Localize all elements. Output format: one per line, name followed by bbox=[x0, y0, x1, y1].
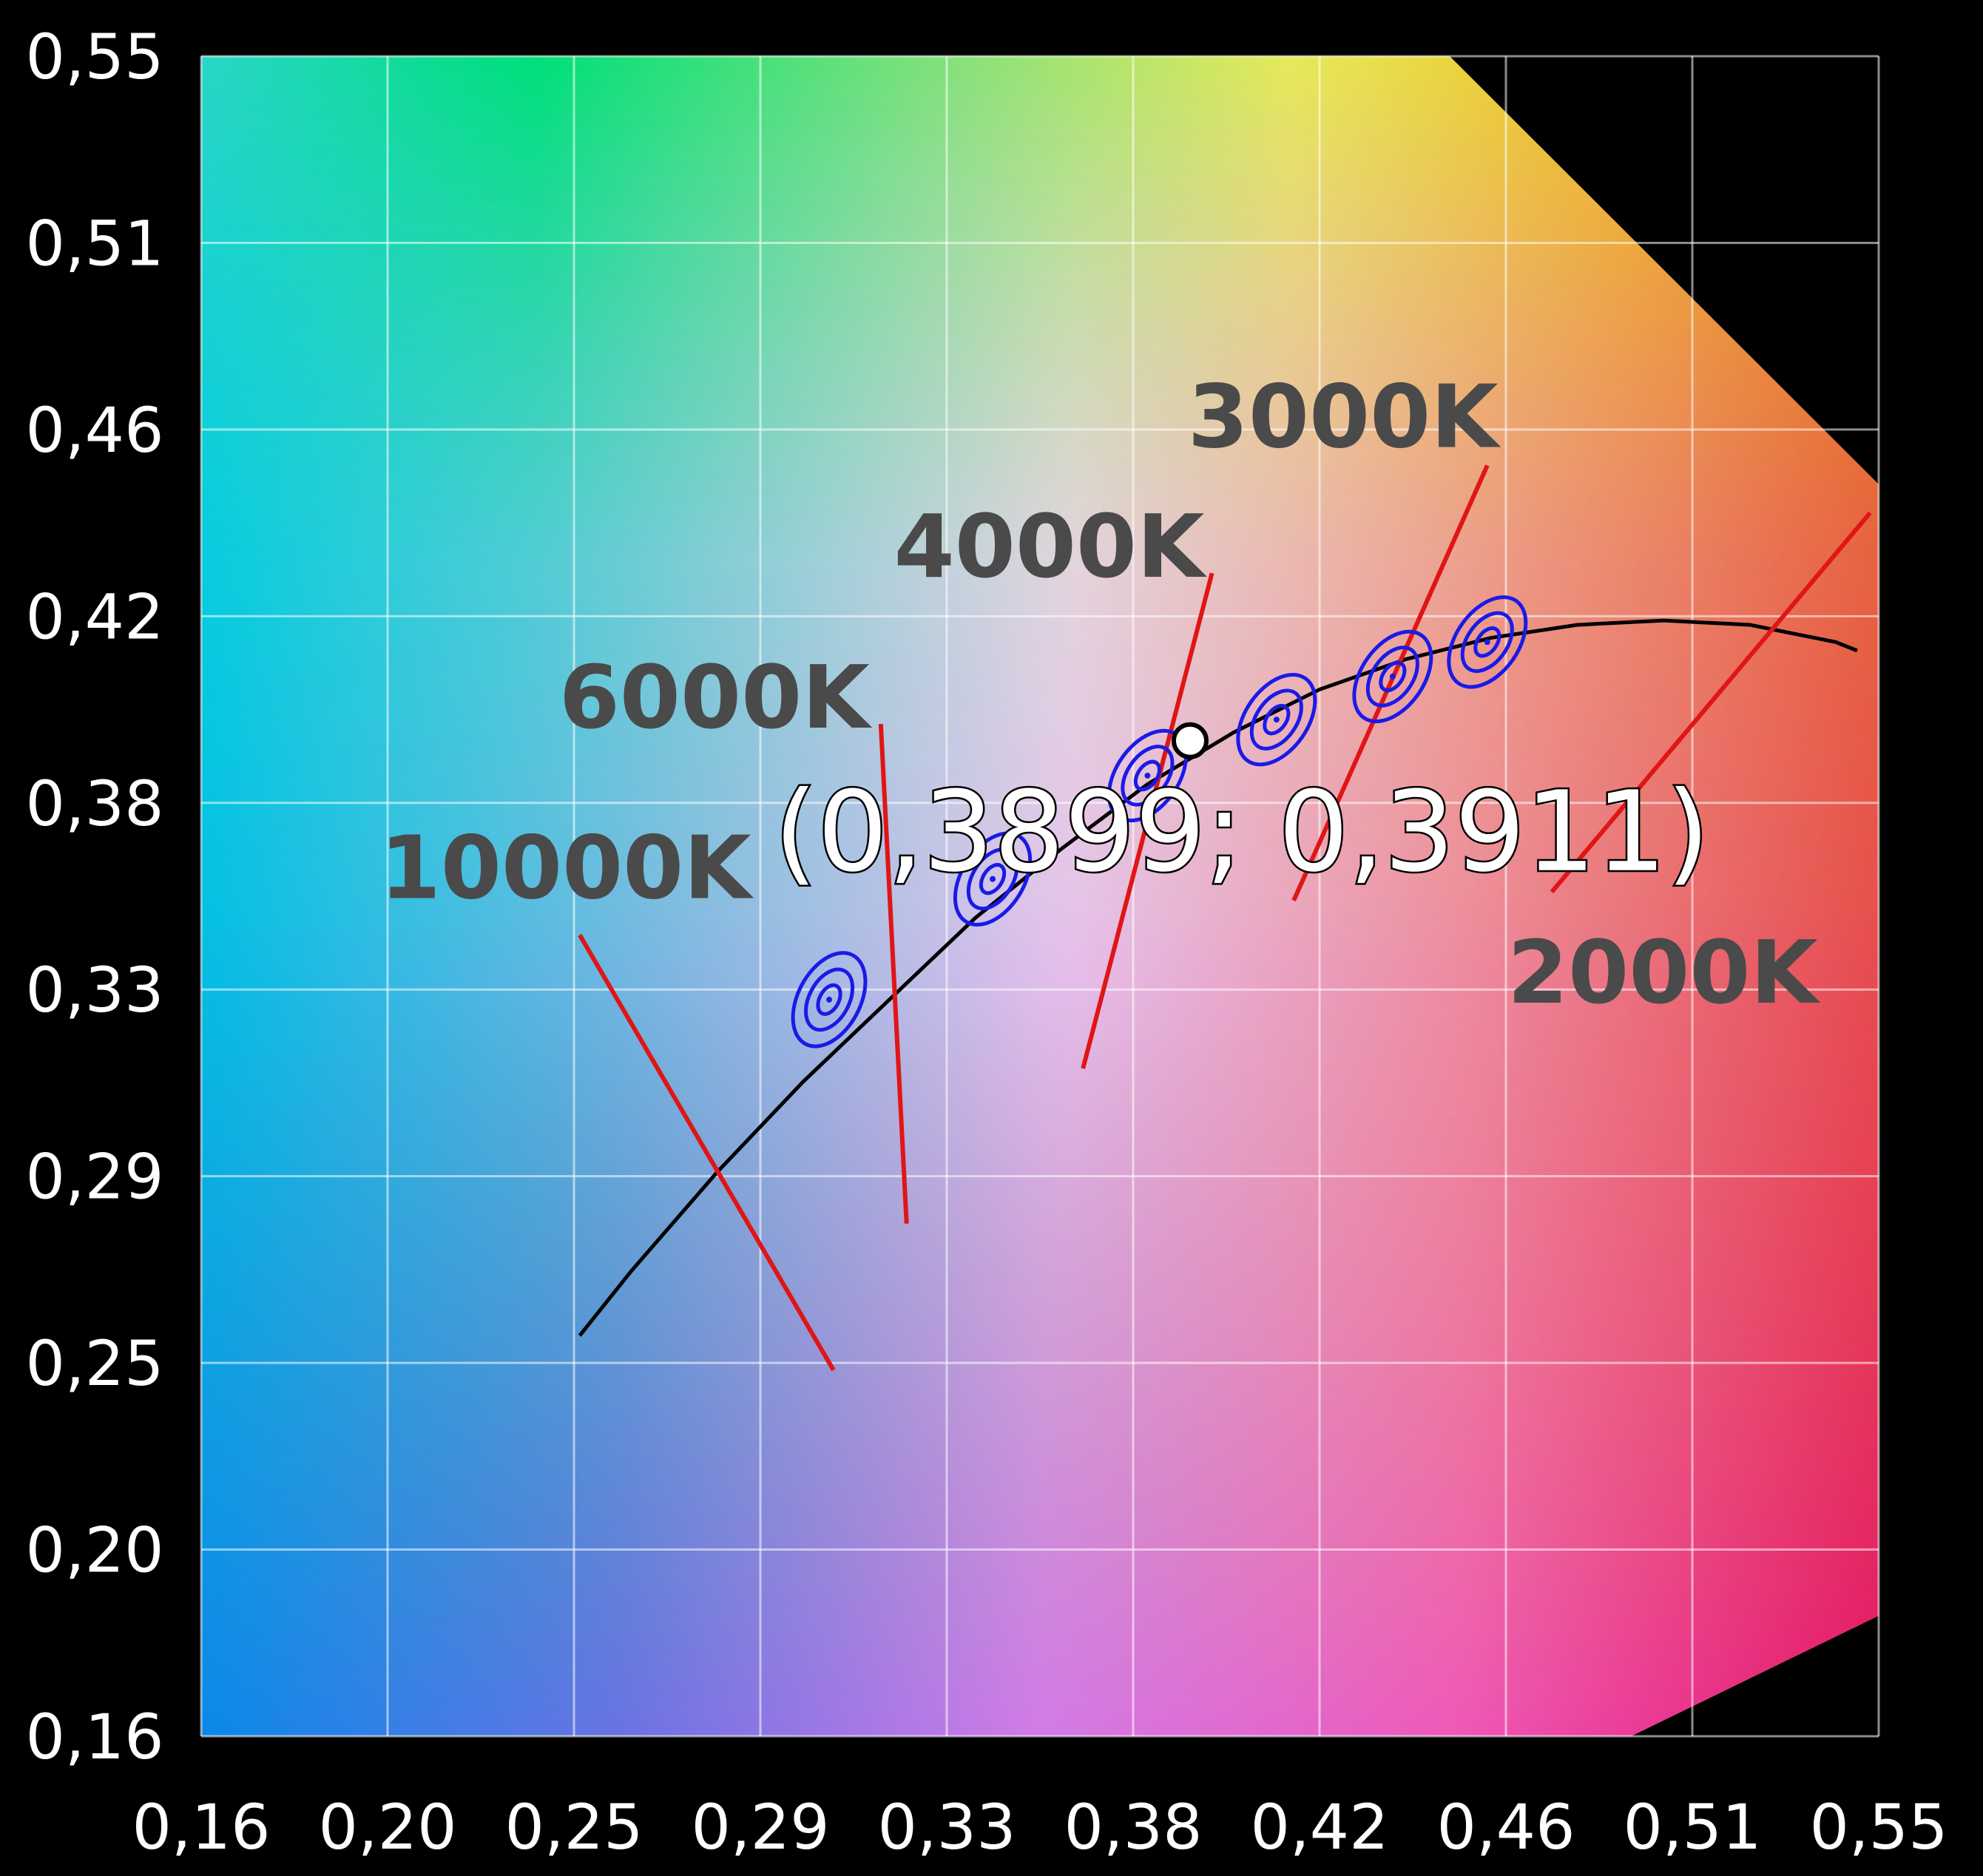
y-axis-ticks: 0,55 0,51 0,46 0,42 0,38 0,33 0,29 0,25 0,20 0,16 bbox=[25, 21, 163, 1773]
isotherm-6000k bbox=[878, 723, 909, 1224]
isotherm-lines bbox=[578, 464, 1872, 1372]
cct-labels: 10000K 6000K 4000K 3000K 2000K bbox=[380, 365, 1822, 1023]
macadam-ellipse bbox=[1352, 629, 1433, 724]
macadam-ellipse-ring bbox=[1447, 595, 1528, 689]
macadam-ellipse-center bbox=[1484, 639, 1490, 646]
macadam-ellipse-ring bbox=[1379, 660, 1407, 693]
y-tick-label: 0,51 bbox=[25, 207, 163, 280]
x-tick-label: 0,25 bbox=[504, 1791, 643, 1863]
y-tick-label: 0,20 bbox=[25, 1514, 163, 1587]
macadam-ellipse-center bbox=[990, 876, 996, 882]
macadam-ellipse-ring bbox=[1473, 626, 1501, 658]
x-tick-label: 0,38 bbox=[1064, 1791, 1202, 1863]
macadam-ellipse-ring bbox=[1249, 688, 1303, 751]
macadam-ellipse-ring bbox=[804, 967, 855, 1032]
y-tick-label: 0,38 bbox=[25, 768, 163, 840]
isotherm-3000k bbox=[1291, 464, 1490, 902]
y-tick-label: 0,29 bbox=[25, 1141, 163, 1213]
y-tick-label: 0,46 bbox=[25, 394, 163, 467]
isotherm-4000k bbox=[1081, 572, 1215, 1069]
macadam-ellipse-ring bbox=[1133, 759, 1161, 792]
macadam-ellipse-ring bbox=[816, 983, 842, 1016]
macadam-ellipse-ring bbox=[1365, 646, 1419, 708]
macadam-ellipses bbox=[791, 595, 1528, 1049]
macadam-ellipse-ring bbox=[1352, 629, 1433, 724]
cct-label-2000k: 2000K bbox=[1507, 921, 1821, 1023]
macadam-ellipse-ring bbox=[1460, 611, 1514, 674]
planckian-locus bbox=[578, 618, 1858, 1337]
macadam-ellipse bbox=[1447, 595, 1528, 689]
cct-label-3000k: 3000K bbox=[1188, 365, 1501, 467]
macadam-ellipse bbox=[1236, 672, 1317, 767]
x-tick-label: 0,55 bbox=[1809, 1791, 1947, 1863]
x-tick-label: 0,20 bbox=[318, 1791, 456, 1863]
x-tick-label: 0,29 bbox=[691, 1791, 829, 1863]
y-tick-label: 0,33 bbox=[25, 954, 163, 1026]
x-tick-label: 0,51 bbox=[1623, 1791, 1761, 1863]
macadam-ellipse-center bbox=[1144, 772, 1151, 779]
x-tick-label: 0,33 bbox=[877, 1791, 1016, 1863]
y-tick-label: 0,25 bbox=[25, 1327, 163, 1400]
macadam-ellipse-ring bbox=[966, 847, 1019, 911]
macadam-ellipse-ring bbox=[953, 831, 1033, 927]
macadam-ellipse-ring bbox=[1263, 703, 1291, 736]
x-axis-ticks: 0,16 0,20 0,25 0,29 0,33 0,38 0,42 0,46 0,51 0,55 bbox=[132, 1791, 1947, 1863]
isotherm-10000k bbox=[578, 933, 836, 1372]
macadam-ellipse-center bbox=[1273, 717, 1280, 723]
measured-point bbox=[1171, 722, 1209, 759]
grid bbox=[200, 55, 1880, 1738]
x-tick-label: 0,46 bbox=[1436, 1791, 1575, 1863]
macadam-ellipse-ring bbox=[1236, 672, 1317, 767]
macadam-ellipse-ring bbox=[791, 951, 868, 1049]
measured-point-label: (0,3899; 0,3911) bbox=[774, 768, 1709, 897]
y-tick-label: 0,16 bbox=[25, 1701, 163, 1773]
color-field bbox=[201, 56, 1879, 1736]
x-tick-label: 0,42 bbox=[1250, 1791, 1388, 1863]
macadam-ellipse-ring bbox=[1121, 745, 1175, 807]
cct-label-6000k: 6000K bbox=[559, 646, 873, 748]
x-tick-label: 0,16 bbox=[132, 1791, 270, 1863]
isotherm-2000k bbox=[1550, 511, 1872, 894]
macadam-ellipse bbox=[953, 831, 1033, 927]
y-tick-label: 0,55 bbox=[25, 21, 163, 93]
cct-label-10000k: 10000K bbox=[380, 816, 755, 918]
macadam-ellipse-center bbox=[1389, 673, 1396, 680]
y-tick-label: 0,42 bbox=[25, 580, 163, 653]
macadam-ellipse bbox=[791, 951, 868, 1049]
macadam-ellipse-ring bbox=[979, 863, 1007, 895]
cct-label-4000k: 4000K bbox=[894, 495, 1208, 597]
macadam-ellipse-center bbox=[826, 996, 833, 1003]
